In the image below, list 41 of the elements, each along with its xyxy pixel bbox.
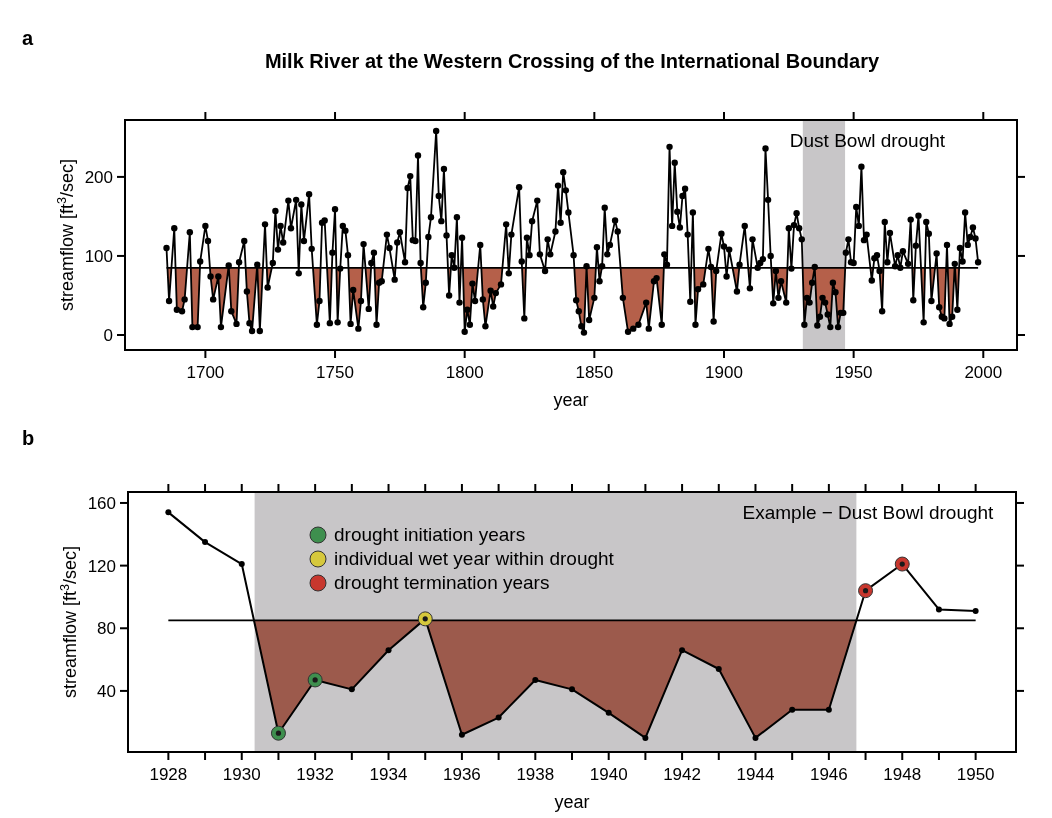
x-tick-label: 1928 <box>149 765 188 784</box>
text: b <box>22 427 35 449</box>
x-tick-label: 2000 <box>964 363 1003 382</box>
point <box>417 611 433 627</box>
x-tick-label: 1800 <box>445 363 484 382</box>
y-tick-label: 40 <box>97 681 116 701</box>
x-tick-label: 1750 <box>316 363 354 382</box>
y-tick-label: 160 <box>87 493 116 513</box>
point <box>894 556 910 572</box>
x-tick-label: 1934 <box>369 765 408 784</box>
legend-label: drought termination years <box>334 572 550 593</box>
point <box>858 583 874 599</box>
x-tick-label: 1850 <box>575 363 614 382</box>
x-tick-label: 1932 <box>296 765 335 784</box>
text: a <box>22 27 34 49</box>
legend-label: individual wet year within drought <box>334 548 615 569</box>
x-tick-label: 1938 <box>516 765 555 784</box>
chart-title: Milk River at the Western Crossing of the International Boundary <box>264 50 880 72</box>
point <box>270 725 286 741</box>
x-tick-label: 1936 <box>443 765 481 784</box>
x-tick-label: 1946 <box>809 765 848 784</box>
x-tick-label: 1948 <box>883 765 922 784</box>
x-tick-label: 1930 <box>222 765 261 784</box>
x-axis-title: year <box>553 390 589 410</box>
band-label: Dust Bowl drought <box>789 130 946 151</box>
x-tick-label: 1942 <box>663 765 701 784</box>
x-tick-label: 1950 <box>956 765 995 784</box>
y-tick-label: 80 <box>97 619 116 639</box>
x-tick-label: 1900 <box>705 363 743 382</box>
y-tick-label: 0 <box>103 325 113 345</box>
x-tick-label: 1700 <box>186 363 225 382</box>
x-axis-title: year <box>554 792 590 812</box>
x-tick-label: 1940 <box>589 765 628 784</box>
x-tick-label: 1944 <box>736 765 775 784</box>
y-tick-label: 200 <box>84 167 113 187</box>
x-tick-label: 1950 <box>834 363 873 382</box>
y-tick-label: 120 <box>87 556 116 576</box>
legend-label: drought initiation years <box>334 524 526 545</box>
point <box>307 672 323 688</box>
y-tick-label: 100 <box>84 246 113 266</box>
band-label: Example − Dust Bowl drought <box>742 502 995 523</box>
